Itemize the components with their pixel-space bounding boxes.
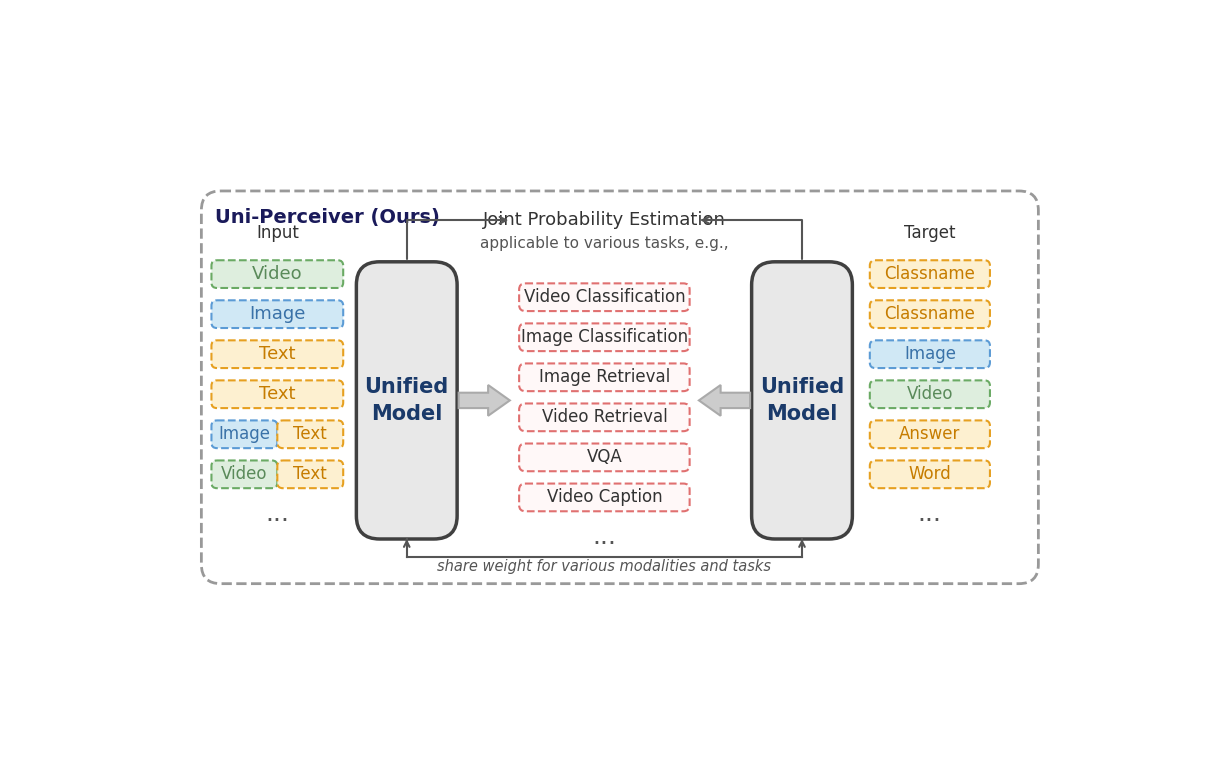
FancyBboxPatch shape xyxy=(870,340,989,368)
Text: Unified
Model: Unified Model xyxy=(760,377,844,424)
Text: Target: Target xyxy=(904,224,956,243)
FancyBboxPatch shape xyxy=(202,191,1039,584)
Text: ...: ... xyxy=(266,502,290,527)
Polygon shape xyxy=(699,385,750,416)
Text: Image: Image xyxy=(904,345,956,363)
Text: ...: ... xyxy=(918,502,942,527)
Text: Video: Video xyxy=(907,385,953,403)
Text: ...: ... xyxy=(592,525,616,550)
FancyBboxPatch shape xyxy=(870,300,989,328)
FancyBboxPatch shape xyxy=(519,484,690,511)
FancyBboxPatch shape xyxy=(211,380,343,408)
FancyBboxPatch shape xyxy=(870,420,989,448)
Text: Text: Text xyxy=(259,385,296,403)
FancyBboxPatch shape xyxy=(870,460,989,488)
FancyBboxPatch shape xyxy=(870,380,989,408)
Text: share weight for various modalities and tasks: share weight for various modalities and … xyxy=(437,559,772,574)
Text: Word: Word xyxy=(908,465,951,484)
Text: Video Retrieval: Video Retrieval xyxy=(541,408,667,427)
Text: Video: Video xyxy=(252,265,303,283)
FancyBboxPatch shape xyxy=(519,323,690,351)
FancyBboxPatch shape xyxy=(278,420,343,448)
Text: Image Retrieval: Image Retrieval xyxy=(539,368,670,387)
FancyBboxPatch shape xyxy=(211,260,343,288)
FancyBboxPatch shape xyxy=(870,260,989,288)
Text: Video: Video xyxy=(221,465,268,484)
Text: applicable to various tasks, e.g.,: applicable to various tasks, e.g., xyxy=(480,236,728,251)
Text: Classname: Classname xyxy=(884,265,975,283)
Text: Joint Probability Estimation: Joint Probability Estimation xyxy=(483,211,726,229)
FancyBboxPatch shape xyxy=(211,420,278,448)
FancyBboxPatch shape xyxy=(519,363,690,391)
FancyBboxPatch shape xyxy=(211,340,343,368)
Text: Image Classification: Image Classification xyxy=(521,328,687,346)
FancyBboxPatch shape xyxy=(519,444,690,471)
Text: Video Classification: Video Classification xyxy=(523,288,685,306)
Text: Answer: Answer xyxy=(899,425,960,444)
FancyBboxPatch shape xyxy=(211,300,343,328)
FancyBboxPatch shape xyxy=(356,262,457,539)
FancyBboxPatch shape xyxy=(519,403,690,431)
FancyBboxPatch shape xyxy=(519,283,690,311)
Text: VQA: VQA xyxy=(587,448,622,467)
Text: Image: Image xyxy=(219,425,271,444)
Text: Text: Text xyxy=(259,345,296,363)
FancyBboxPatch shape xyxy=(751,262,853,539)
FancyBboxPatch shape xyxy=(278,460,343,488)
Text: Text: Text xyxy=(294,425,327,444)
Text: Text: Text xyxy=(294,465,327,484)
Text: Unified
Model: Unified Model xyxy=(365,377,449,424)
FancyBboxPatch shape xyxy=(211,460,278,488)
Text: Input: Input xyxy=(256,224,298,243)
Text: Classname: Classname xyxy=(884,305,975,323)
Text: Image: Image xyxy=(249,305,306,323)
Text: Uni-Perceiver (Ours): Uni-Perceiver (Ours) xyxy=(215,208,440,227)
Polygon shape xyxy=(459,385,510,416)
Text: Video Caption: Video Caption xyxy=(546,488,662,507)
